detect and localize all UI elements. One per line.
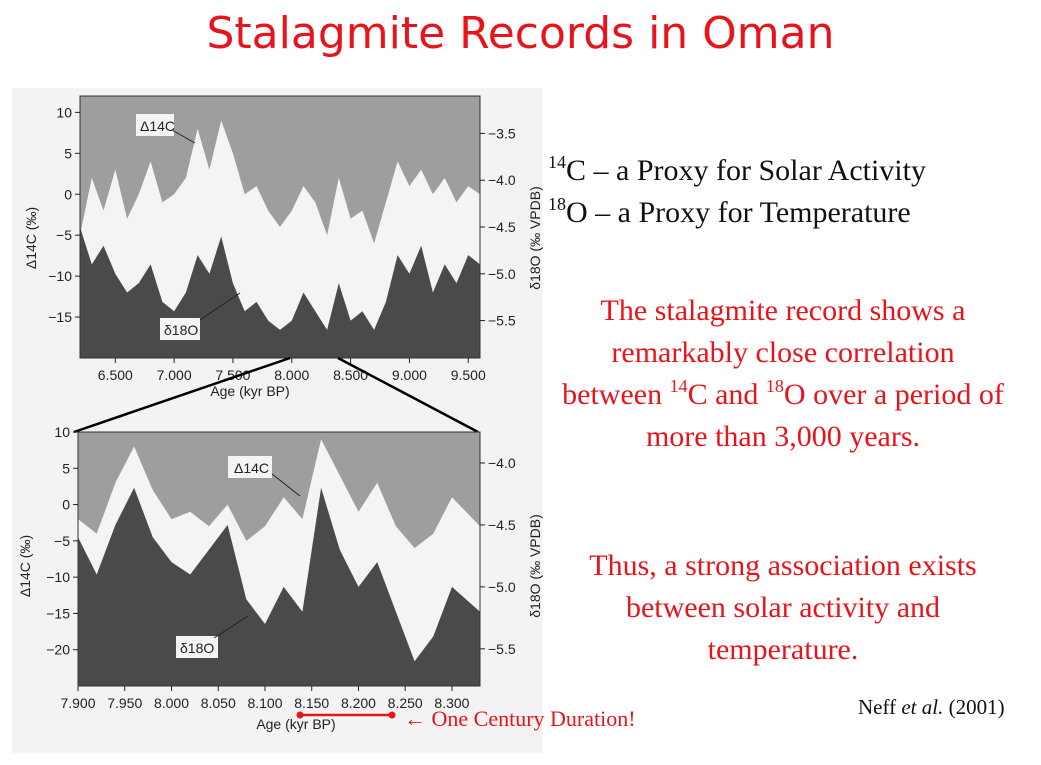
x-tick-label: 7.500 [215,367,250,383]
zoom-line-left [73,356,291,434]
top-c14-annotation: Δ14C [140,118,175,134]
y-left-tick-label: −10 [48,268,72,284]
y-left-tick-label: −15 [48,309,72,325]
top-c14-series [80,120,480,358]
left-arrow-icon: ← [404,706,426,731]
x-tick-label: 8.000 [274,367,309,383]
proxy-item-o18: 18O – a Proxy for Temperature [548,194,911,229]
bottom-x-axis-label: Age (kyr BP) [256,716,335,732]
x-tick-label: 7.950 [107,695,142,711]
y-right-tick-label: −5.0 [488,579,516,595]
zoom-line-right [337,356,479,434]
bottom-y-left-label: Δ14C (‰) [17,535,33,597]
citation: Neff et al. (2001) [858,695,1005,719]
top-o18-annotation: δ18O [164,322,198,338]
bottom-c14-annotation: Δ14C [234,460,269,476]
proxy-item-c14: 14C – a Proxy for Solar Activity [548,152,926,187]
y-right-tick-label: −5.0 [488,266,516,282]
x-tick-label: 8.200 [341,695,376,711]
y-right-tick-label: −4.0 [488,172,516,188]
y-left-tick-label: −20 [46,642,70,658]
y-left-tick-label: 10 [56,104,72,120]
bottom-y-right-label: δ18O (‰ VPDB) [527,514,543,617]
top-chart-panel: 6.500 7.000 7.500 8.000 8.500 9.000 9.500 10 5 0 −… [23,95,543,399]
y-right-tick-label: −3.5 [488,125,516,141]
x-tick-label: 8.150 [294,695,329,711]
y-left-tick-label: 10 [54,424,70,440]
stalagmite-figure: 6.500 7.000 7.500 8.000 8.500 9.000 9.500 10 5 0 −… [12,88,543,753]
y-left-tick-label: −15 [46,605,70,621]
x-tick-label: 8.500 [333,367,368,383]
y-right-tick-label: −5.5 [488,641,516,657]
top-x-axis-label: Age (kyr BP) [210,383,289,399]
y-right-tick-label: −5.5 [488,313,516,329]
y-left-tick-label: 0 [64,186,72,202]
y-left-tick-label: 0 [62,497,70,513]
x-tick-label: 7.000 [157,367,192,383]
x-tick-label: 9.000 [392,367,427,383]
proxy-list: 14C – a Proxy for Solar Activity 18O – a… [548,150,926,234]
y-left-tick-label: −5 [56,227,72,243]
x-tick-label: 7.900 [60,695,95,711]
y-left-tick-label: −5 [54,533,70,549]
x-tick-label: 8.000 [154,695,189,711]
top-y-right-label: δ18O (‰ VPDB) [527,186,543,289]
x-tick-label: 8.050 [201,695,236,711]
x-tick-label: 6.500 [98,367,133,383]
bottom-chart-panel: 7.900 7.950 8.000 8.050 8.100 8.150 8.200 8.250… [17,424,543,732]
x-tick-label: 9.500 [451,367,486,383]
top-y-left-label: Δ14C (‰) [23,207,39,269]
y-left-tick-label: 5 [64,145,72,161]
x-tick-label: 8.250 [388,695,423,711]
y-right-tick-label: −4.0 [488,455,516,471]
slide-title: Stalagmite Records in Oman [206,8,835,59]
x-tick-label: 8.100 [247,695,282,711]
y-left-tick-label: −10 [46,569,70,585]
correlation-paragraph: The stalagmite record shows a remarkably… [562,294,1004,453]
association-paragraph: Thus, a strong association exists betwee… [589,549,977,666]
century-note: ← One Century Duration! [404,706,636,731]
y-right-tick-label: −4.5 [488,517,516,533]
y-right-tick-label: −4.5 [488,219,516,235]
bottom-o18-annotation: δ18O [180,640,214,656]
y-left-tick-label: 5 [62,460,70,476]
x-tick-label: 8.300 [434,695,469,711]
